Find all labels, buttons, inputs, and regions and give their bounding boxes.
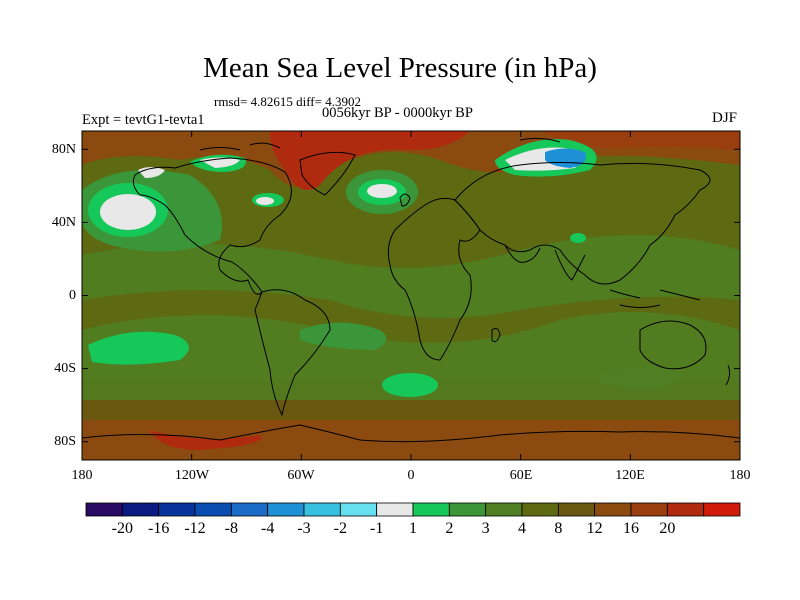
colorbar-label: 1 bbox=[409, 520, 417, 537]
colorbar-label: -2 bbox=[333, 520, 347, 537]
colorbar-swatch bbox=[267, 502, 305, 517]
stats-label: rmsd= 4.82615 diff= 4.3902 bbox=[214, 94, 361, 109]
colorbar-swatch bbox=[303, 502, 341, 517]
colorbar-label: -8 bbox=[224, 520, 238, 537]
colorbar-swatch bbox=[594, 502, 632, 517]
colorbar-label: 12 bbox=[586, 520, 603, 537]
colorbar-label: -20 bbox=[111, 520, 133, 537]
colorbar bbox=[85, 502, 741, 517]
colorbar-swatch bbox=[376, 502, 414, 517]
colorbar-label: -4 bbox=[260, 520, 275, 537]
coast-africa-europe bbox=[387, 197, 481, 361]
colorbar-swatch bbox=[703, 502, 741, 517]
coast-madagascar bbox=[491, 327, 501, 343]
coast-arabia bbox=[504, 244, 541, 263]
colorbar-swatch bbox=[339, 502, 378, 517]
season-label: DJF bbox=[712, 110, 738, 126]
colorbar-label: 2 bbox=[445, 520, 454, 537]
colorbar-swatch bbox=[230, 502, 269, 517]
colorbar-swatch bbox=[85, 502, 123, 517]
coast-uk bbox=[399, 193, 411, 207]
colorbar-swatch bbox=[557, 502, 596, 517]
lat-label-40n: 40N bbox=[51, 215, 76, 230]
lon-label-60w: 60W bbox=[287, 468, 315, 483]
field-labrador-core bbox=[256, 197, 274, 205]
coast-new-zealand bbox=[725, 364, 731, 386]
colorbar-label: -16 bbox=[147, 520, 170, 537]
colorbar-label: -12 bbox=[184, 520, 206, 537]
field-natl-core bbox=[367, 184, 397, 198]
coast-indonesia bbox=[609, 289, 701, 308]
colorbar-swatch bbox=[158, 502, 196, 517]
lat-label-80n: 80N bbox=[51, 142, 76, 157]
colorbar-label: 3 bbox=[481, 520, 490, 537]
colorbar-label: 8 bbox=[554, 520, 563, 537]
lat-label-80s: 80S bbox=[54, 434, 76, 449]
field-spac-west bbox=[88, 331, 189, 365]
colorbar-label: 20 bbox=[659, 520, 676, 537]
lon-label-0: 0 bbox=[407, 468, 415, 483]
field-npac-core bbox=[100, 194, 156, 230]
lat-label-40s: 40S bbox=[54, 361, 76, 376]
coast-india bbox=[554, 249, 586, 281]
colorbar-swatch bbox=[121, 502, 160, 517]
colorbar-swatch bbox=[194, 502, 232, 517]
coast-greenland bbox=[299, 151, 356, 196]
field-south-mid bbox=[82, 312, 740, 400]
field-south-atl-low bbox=[382, 373, 438, 397]
experiment-label: Expt = tevtG1-tevta1 bbox=[82, 112, 205, 128]
colorbar-label: -3 bbox=[297, 520, 311, 537]
colorbar-swatch bbox=[630, 502, 668, 517]
colorbar-label: 16 bbox=[623, 520, 639, 537]
pressure-field bbox=[82, 131, 740, 460]
colorbar-swatch bbox=[448, 502, 487, 517]
coast-asia bbox=[454, 162, 711, 285]
coast-arctic-islands bbox=[199, 137, 561, 151]
field-tibet bbox=[570, 233, 586, 243]
colorbar-swatch bbox=[666, 502, 705, 517]
coast-south-america bbox=[254, 289, 331, 417]
lon-label-120e: 120E bbox=[615, 468, 645, 483]
coastlines bbox=[81, 137, 741, 443]
period-label: 0056kyr BP - 0000kyr BP bbox=[322, 105, 473, 121]
field-arctic-red-east bbox=[540, 131, 740, 150]
lon-label-180e: 180 bbox=[729, 468, 751, 483]
lat-label-0: 0 bbox=[69, 288, 76, 303]
field-arctic-red bbox=[270, 131, 470, 190]
coast-north-america bbox=[132, 157, 292, 295]
colorbar-label: -1 bbox=[369, 520, 384, 537]
field-antarctic-red bbox=[150, 430, 262, 450]
coast-australia bbox=[639, 320, 707, 370]
lon-label-120w: 120W bbox=[174, 468, 210, 483]
colorbar-swatch bbox=[521, 502, 559, 517]
colorbar-label: 4 bbox=[518, 520, 526, 537]
lon-label-180w: 180 bbox=[71, 468, 93, 483]
plot-title: Mean Sea Level Pressure (in hPa) bbox=[203, 52, 597, 84]
coast-antarctica bbox=[81, 424, 741, 443]
field-indian-south bbox=[600, 366, 683, 389]
lon-label-60e: 60E bbox=[509, 468, 533, 483]
colorbar-swatch bbox=[485, 502, 523, 517]
axis-ticks bbox=[81, 131, 741, 460]
colorbar-swatch bbox=[412, 502, 450, 517]
field-equator bbox=[82, 235, 740, 318]
